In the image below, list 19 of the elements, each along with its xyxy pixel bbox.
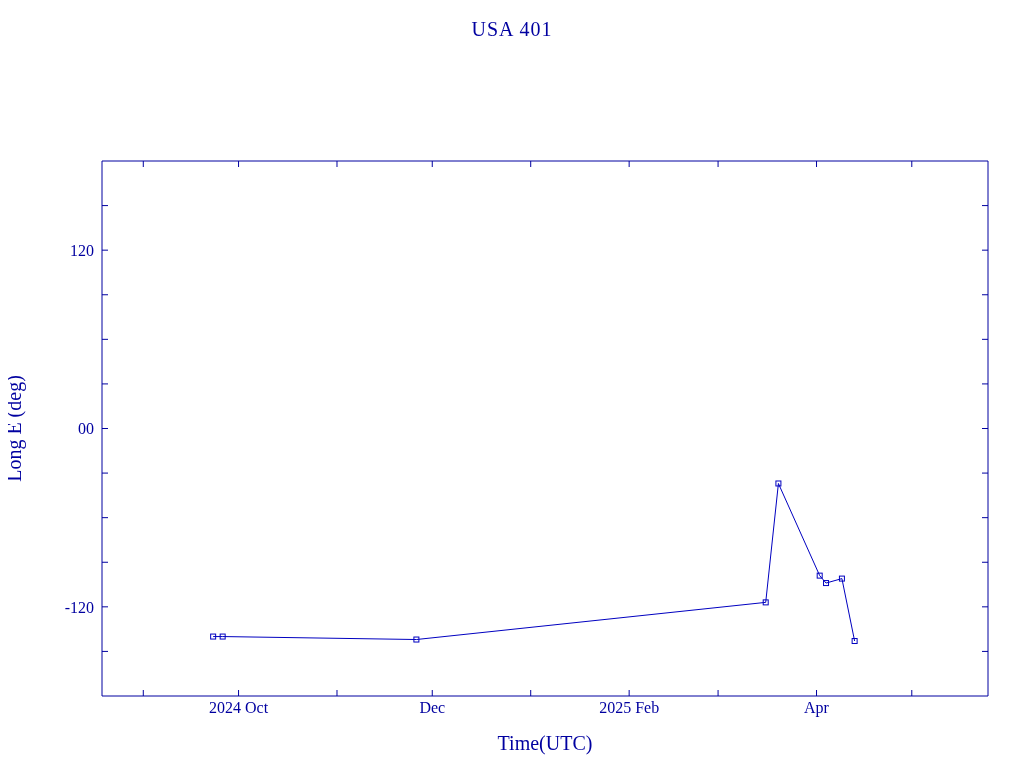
x-tick-label: 2025 Feb <box>599 699 660 717</box>
point <box>762 599 769 606</box>
y-axis-title: Long E (deg) <box>3 375 27 482</box>
point <box>775 480 782 487</box>
point <box>816 572 823 579</box>
point <box>210 633 217 640</box>
chart-title: USA 401 <box>470 18 554 41</box>
point <box>851 638 858 645</box>
point <box>838 575 845 582</box>
y-tick-label: -120 <box>64 598 94 616</box>
x-axis-title: Time(UTC) <box>497 732 593 755</box>
y-tick-label: 00 <box>78 420 94 438</box>
point <box>219 633 226 640</box>
point <box>413 636 420 643</box>
x-tick-label: Dec <box>419 699 446 717</box>
point <box>823 580 830 587</box>
y-tick-label: 120 <box>70 241 94 259</box>
x-tick-label: Apr <box>804 699 830 718</box>
x-tick-label: 2024 Oct <box>209 699 269 717</box>
